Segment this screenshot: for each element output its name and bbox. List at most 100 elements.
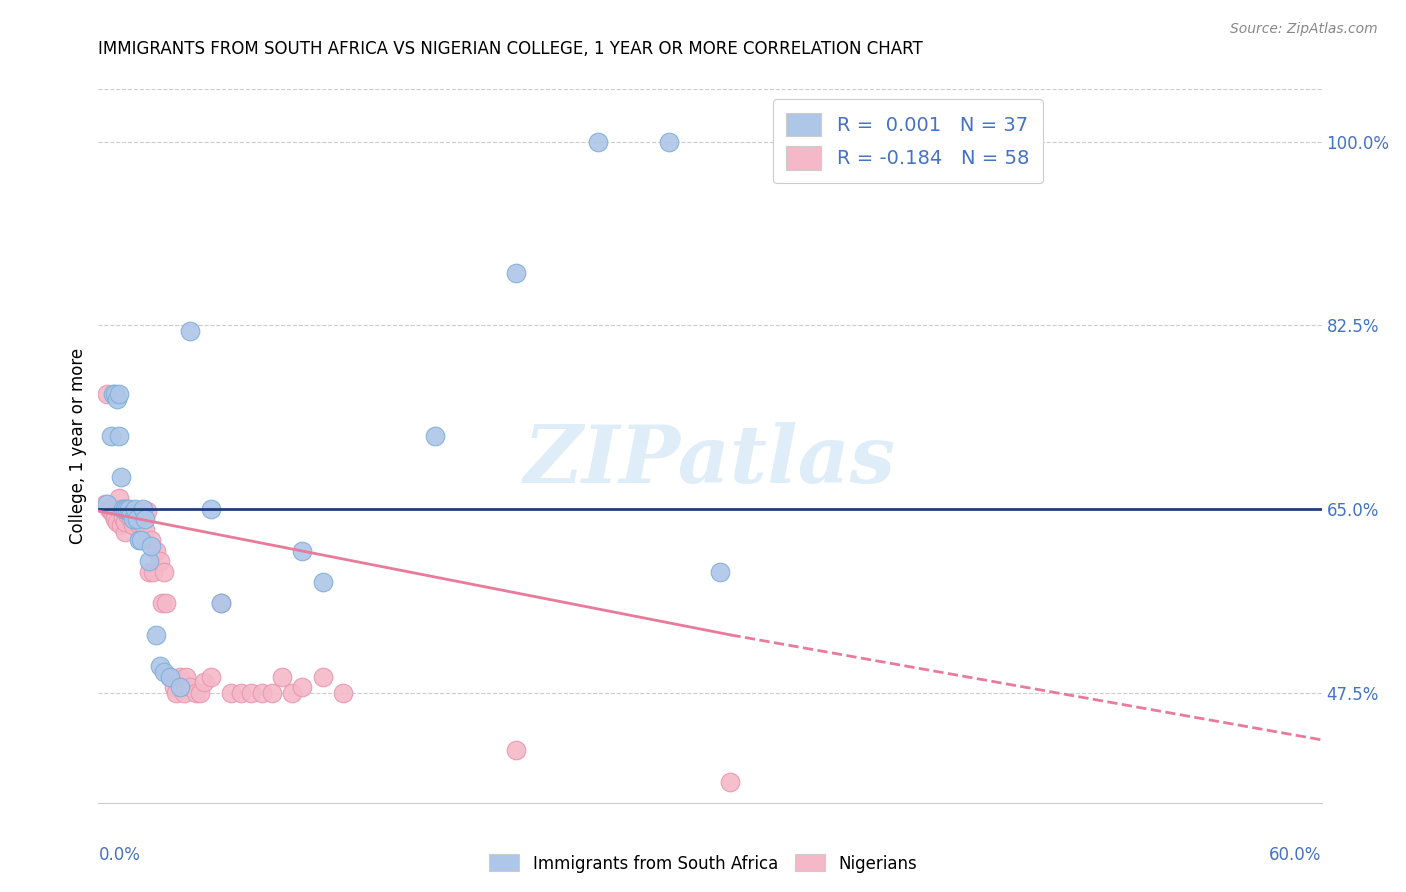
Point (128, 516, 150, 531)
Point (291, 544, 314, 558)
Point (134, 512, 156, 526)
Point (111, 502, 134, 516)
Point (114, 515, 136, 529)
Point (127, 512, 149, 526)
Point (96, 386, 118, 401)
Point (145, 628, 167, 642)
Text: Source: ZipAtlas.com: Source: ZipAtlas.com (1230, 22, 1378, 37)
Point (200, 670, 222, 684)
Point (231, 685, 253, 699)
Point (209, 596, 232, 610)
Point (122, 504, 145, 518)
Point (188, 685, 212, 699)
Point (124, 512, 146, 526)
Point (104, 512, 127, 526)
Point (128, 533, 150, 548)
Point (155, 596, 177, 610)
Point (173, 685, 195, 699)
Point (132, 512, 155, 526)
Point (129, 533, 152, 548)
Point (114, 524, 136, 539)
Point (209, 596, 232, 610)
Point (122, 512, 145, 526)
Point (152, 665, 174, 679)
Text: 60.0%: 60.0% (1270, 846, 1322, 863)
Point (108, 386, 131, 401)
Point (108, 491, 131, 506)
Point (150, 596, 173, 610)
Point (145, 544, 167, 558)
Point (312, 670, 335, 684)
Point (179, 681, 201, 695)
Point (122, 517, 145, 532)
Text: 0.0%: 0.0% (98, 846, 141, 863)
Point (118, 504, 141, 518)
Point (97, 502, 120, 516)
Point (169, 670, 191, 684)
Point (165, 685, 187, 699)
Point (219, 685, 242, 699)
Point (104, 509, 127, 524)
Point (108, 428, 131, 442)
Point (152, 565, 174, 579)
Legend: Immigrants from South Africa, Nigerians: Immigrants from South Africa, Nigerians (482, 847, 924, 880)
Point (129, 515, 152, 529)
Point (120, 512, 142, 526)
Legend: R =  0.001   N = 37, R = -0.184   N = 58: R = 0.001 N = 37, R = -0.184 N = 58 (773, 99, 1043, 184)
Text: IMMIGRANTS FROM SOUTH AFRICA VS NIGERIAN COLLEGE, 1 YEAR OR MORE CORRELATION CHA: IMMIGRANTS FROM SOUTH AFRICA VS NIGERIAN… (98, 40, 924, 58)
Point (193, 675, 215, 690)
Point (159, 670, 181, 684)
Point (93, 497, 115, 511)
Point (142, 565, 165, 579)
Point (127, 515, 149, 529)
Point (110, 470, 132, 484)
Point (179, 324, 201, 338)
Point (658, 135, 681, 149)
Point (332, 685, 354, 699)
Point (281, 685, 304, 699)
Point (240, 685, 263, 699)
Point (423, 428, 446, 442)
Point (200, 502, 222, 516)
Point (163, 681, 186, 695)
Point (118, 502, 141, 516)
Point (159, 670, 181, 684)
Point (270, 670, 294, 684)
Point (586, 135, 609, 149)
Point (115, 507, 138, 521)
Point (505, 266, 527, 280)
Point (124, 502, 146, 516)
Point (101, 386, 124, 401)
Point (186, 685, 208, 699)
Point (100, 428, 122, 442)
Point (136, 504, 159, 518)
Point (138, 565, 160, 579)
Point (505, 743, 527, 757)
Point (105, 392, 128, 406)
Point (96, 497, 118, 511)
Point (260, 685, 283, 699)
Point (105, 515, 128, 529)
Point (291, 681, 314, 695)
Point (718, 774, 742, 789)
Point (101, 507, 124, 521)
Point (111, 510, 134, 524)
Y-axis label: College, 1 year or more: College, 1 year or more (69, 348, 87, 544)
Point (110, 517, 132, 532)
Point (120, 507, 142, 521)
Point (134, 523, 156, 537)
Point (114, 502, 136, 516)
Point (132, 502, 155, 516)
Point (141, 533, 163, 548)
Point (104, 386, 127, 401)
Point (169, 681, 191, 695)
Point (149, 659, 172, 673)
Point (250, 685, 273, 699)
Point (141, 539, 163, 553)
Point (138, 554, 160, 568)
Point (149, 554, 172, 568)
Text: ZIPatlas: ZIPatlas (524, 422, 896, 499)
Point (115, 502, 138, 516)
Point (709, 565, 731, 579)
Point (110, 502, 132, 516)
